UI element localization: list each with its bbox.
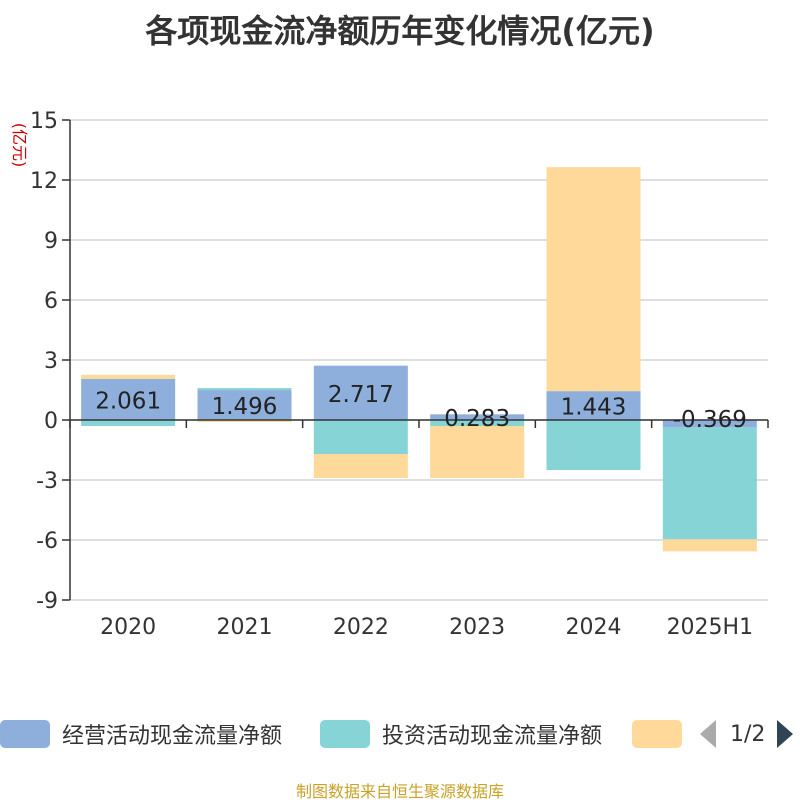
legend-swatch-financing <box>632 720 682 748</box>
bar-operating-2020[interactable] <box>81 378 176 420</box>
bar-operating-2022[interactable] <box>313 365 408 420</box>
legend-item-financing[interactable] <box>632 716 682 752</box>
legend-item-investing[interactable]: 投资活动现金流量净额 <box>320 716 602 752</box>
y-tick-label: 12 <box>30 169 58 194</box>
bar-financing-2021[interactable] <box>197 420 292 422</box>
data-source-note: 制图数据来自恒生聚源数据库 <box>295 782 504 801</box>
x-tick-label: 2023 <box>449 615 505 640</box>
y-tick-label: 3 <box>44 349 58 374</box>
legend-pager: 1/2 <box>700 716 794 752</box>
legend-swatch-investing <box>320 720 370 748</box>
data-label: 1.496 <box>212 394 278 420</box>
chevron-left-icon[interactable] <box>700 720 716 748</box>
chart-title: 各项现金流净额历年变化情况(亿元) <box>145 12 655 50</box>
x-tick-label: 2024 <box>566 615 622 640</box>
x-tick-label: 2021 <box>217 615 273 640</box>
legend-label-investing: 投资活动现金流量净额 <box>382 724 603 749</box>
bar-operating-2025H1[interactable] <box>662 420 757 428</box>
data-label: -0.369 <box>673 407 747 433</box>
bar-operating-2023[interactable] <box>430 414 525 420</box>
bar-financing-2024[interactable] <box>546 167 641 392</box>
data-labels: 2.061 1.496 2.717 0.283 1.443 -0.369 <box>95 382 747 433</box>
legend-label-operating: 经营活动现金流量净额 <box>62 724 283 749</box>
y-axis-label: (亿元) <box>10 123 29 168</box>
bar-investing-2023[interactable] <box>430 420 525 426</box>
y-tick-label: 0 <box>44 409 58 434</box>
bar-financing-2020[interactable] <box>81 374 176 379</box>
axes: 15 12 9 6 3 0 -3 -6 -9 2020 2021 2022 2023 2024 2025H1 <box>30 109 769 640</box>
y-tick-label: -6 <box>36 529 58 554</box>
legend-swatch-operating <box>0 720 50 748</box>
y-tick-label: -9 <box>36 589 58 614</box>
data-label: 0.283 <box>444 406 510 432</box>
x-tick-label: 2022 <box>333 615 389 640</box>
legend-page-indicator: 1/2 <box>730 721 766 747</box>
bar-investing-2024[interactable] <box>546 420 641 470</box>
cash-flow-chart: 15 12 9 6 3 0 -3 -6 -9 2020 2021 2022 2023 2024 2025H1… <box>10 109 769 640</box>
bar-operating-2021[interactable] <box>197 390 292 420</box>
chevron-right-icon[interactable] <box>777 720 794 748</box>
y-tick-label: 9 <box>44 229 58 254</box>
data-label: 2.061 <box>95 388 161 414</box>
legend: 经营活动现金流量净额 投资活动现金流量净额 1/2 <box>0 716 800 756</box>
bar-investing-2022[interactable] <box>313 420 408 454</box>
bar-investing-2021[interactable] <box>197 388 292 391</box>
bar-investing-2020[interactable] <box>81 420 176 426</box>
x-tick-label: 2020 <box>100 615 156 640</box>
x-tick-label: 2025H1 <box>667 615 754 640</box>
bar-investing-2025H1[interactable] <box>662 427 757 540</box>
bar-financing-2023[interactable] <box>430 426 525 478</box>
legend-item-operating[interactable]: 经营活动现金流量净额 <box>0 716 282 752</box>
data-label: 1.443 <box>561 395 627 421</box>
y-tick-label: -3 <box>36 469 58 494</box>
y-tick-label: 6 <box>44 289 58 314</box>
bar-financing-2022[interactable] <box>313 454 408 478</box>
data-label: 2.717 <box>328 382 394 408</box>
bar-operating-2024[interactable] <box>546 391 641 420</box>
bars <box>81 167 757 552</box>
y-tick-label: 15 <box>30 109 58 134</box>
bar-financing-2025H1[interactable] <box>662 539 757 552</box>
